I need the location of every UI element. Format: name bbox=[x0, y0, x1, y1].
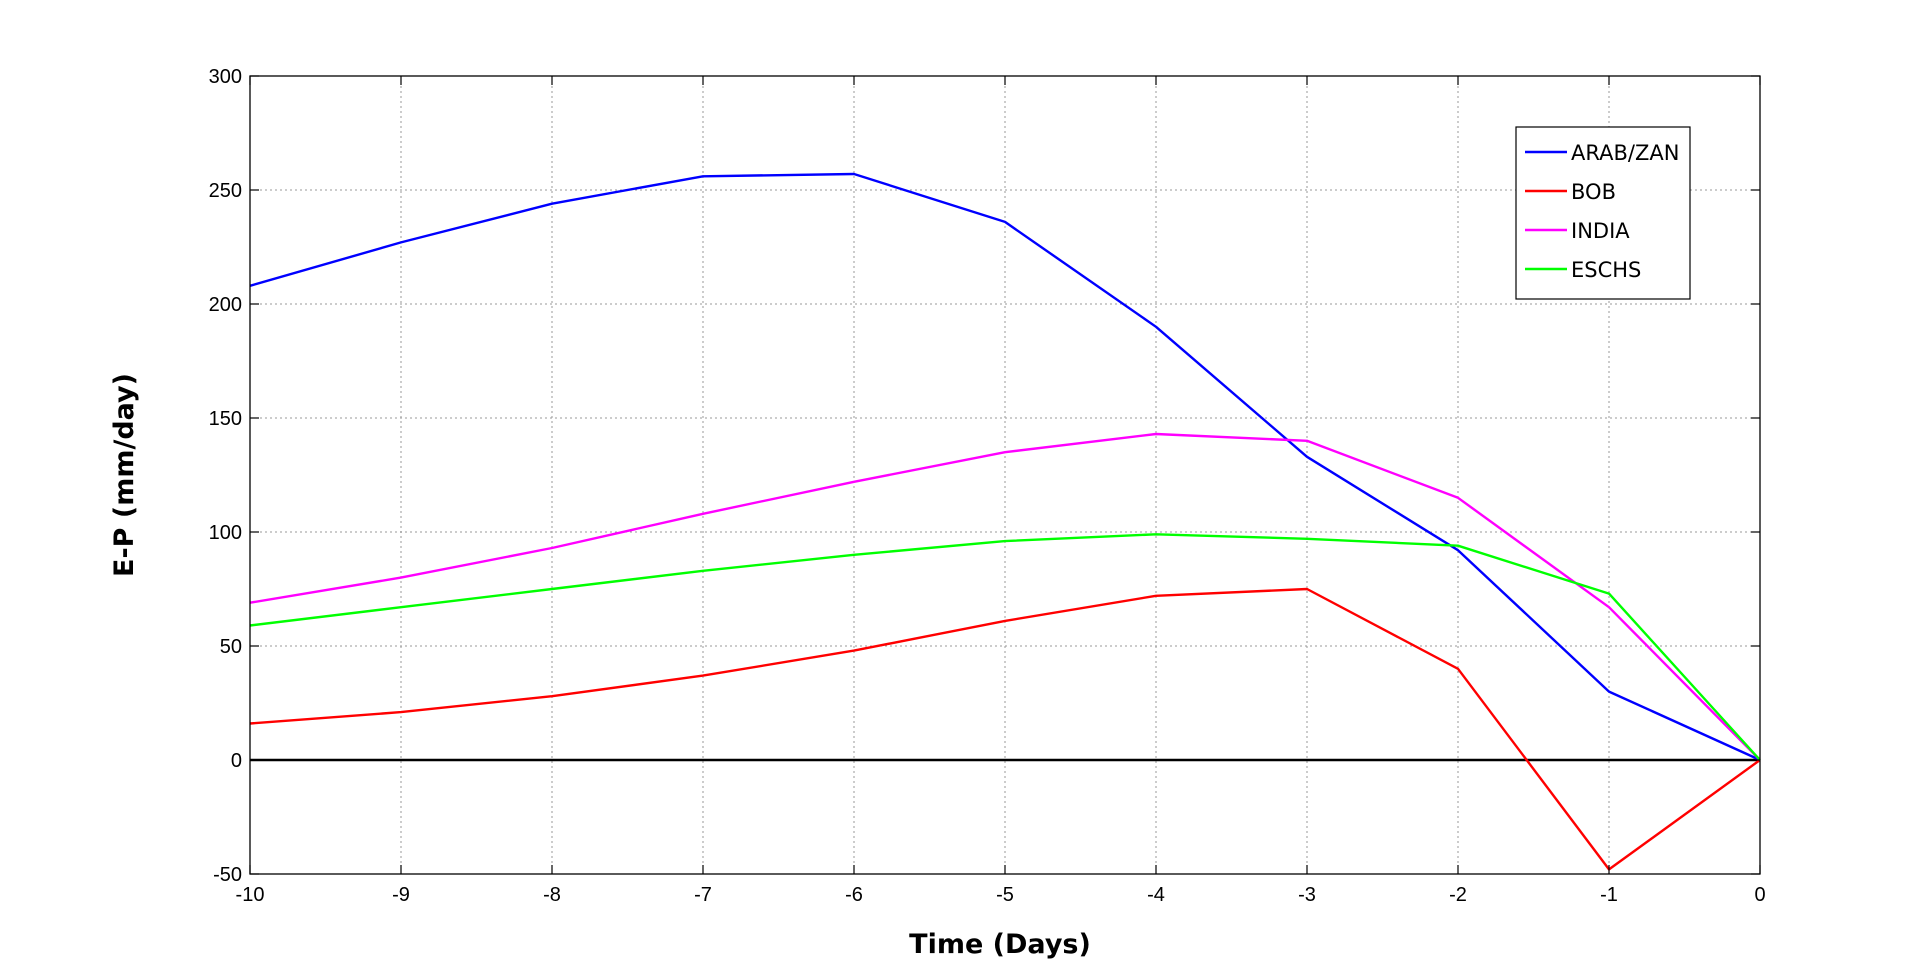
y-tick-label: -50 bbox=[213, 864, 242, 886]
x-tick-label: -4 bbox=[1147, 884, 1165, 906]
legend: ARAB/ZAN BOB INDIA ESCHS bbox=[1515, 126, 1691, 300]
series-line-arab-zan bbox=[249, 172, 1761, 762]
x-tick-label: 0 bbox=[1754, 884, 1765, 906]
y-tick-label: 200 bbox=[209, 294, 242, 316]
y-axis-title: E-P (mm/day) bbox=[109, 373, 140, 577]
legend-entry-label: BOB bbox=[1571, 180, 1616, 204]
x-tick-label: -9 bbox=[392, 884, 410, 906]
series-line-india bbox=[249, 432, 1761, 761]
x-tick-label: -7 bbox=[694, 884, 712, 906]
x-tick-label: -3 bbox=[1298, 884, 1316, 906]
series-line-eschs bbox=[249, 533, 1761, 761]
x-tick-label: -10 bbox=[236, 884, 265, 906]
x-tick-label: -2 bbox=[1449, 884, 1467, 906]
y-tick-label: 50 bbox=[220, 636, 242, 658]
x-tick-label: -8 bbox=[543, 884, 561, 906]
x-axis-title: Time (Days) bbox=[909, 929, 1091, 960]
legend-entry-label: INDIA bbox=[1571, 219, 1630, 243]
y-tick-label: 150 bbox=[209, 408, 242, 430]
legend-box bbox=[1515, 126, 1691, 300]
y-tick-label: 250 bbox=[209, 180, 242, 202]
axis-ticks: -10 -9 -8 -7 -6 -5 -4 -3 -2 -1 0-50050100150200250… bbox=[209, 66, 1766, 906]
y-tick-label: 0 bbox=[231, 750, 242, 772]
x-tick-label: -6 bbox=[845, 884, 863, 906]
legend-entry-label: ESCHS bbox=[1571, 258, 1641, 282]
series-line-bob bbox=[249, 587, 1761, 871]
y-tick-label: 100 bbox=[209, 522, 242, 544]
x-tick-label: -5 bbox=[996, 884, 1014, 906]
y-tick-label: 300 bbox=[209, 66, 242, 88]
x-tick-label: -1 bbox=[1600, 884, 1618, 906]
series-lines bbox=[249, 172, 1761, 871]
legend-entry-label: ARAB/ZAN bbox=[1571, 141, 1679, 165]
